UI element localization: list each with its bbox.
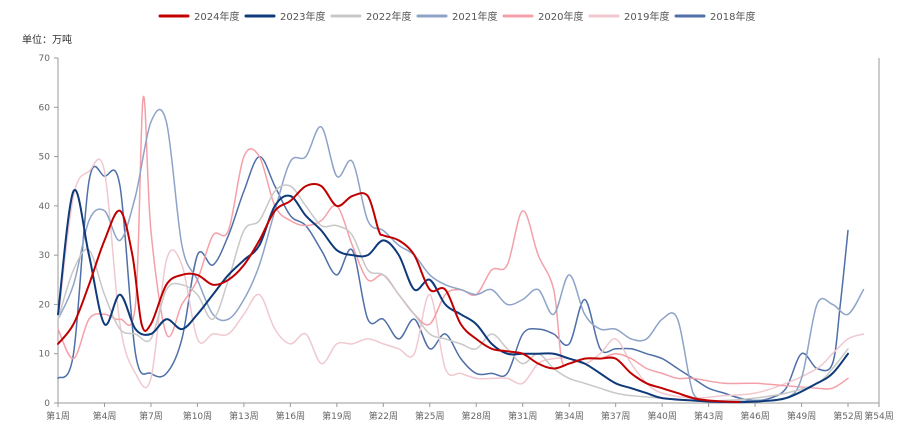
legend-label: 2022年度 (366, 10, 411, 23)
y-tick-label: 20 (39, 300, 51, 310)
x-tick-label: 第25周 (415, 410, 444, 422)
plot-area (57, 95, 865, 404)
x-tick-label: 第40周 (647, 410, 676, 422)
x-tick-label: 第43周 (694, 410, 723, 422)
legend-label: 2024年度 (194, 10, 239, 23)
x-tick-label: 第52周 (833, 410, 862, 422)
x-tick-label: 第19周 (322, 410, 351, 422)
x-tick-label: 第34周 (554, 410, 583, 422)
legend-label: 2023年度 (280, 10, 325, 23)
x-tick-label: 第54周 (864, 410, 893, 422)
legend-label: 2018年度 (710, 10, 755, 23)
y-tick-label: 40 (39, 202, 51, 212)
legend-label: 2019年度 (624, 10, 669, 23)
x-tick-label: 第22周 (369, 410, 398, 422)
x-tick-label: 第46周 (740, 410, 769, 422)
x-tick-label: 第16周 (276, 410, 305, 422)
legend-label: 2020年度 (538, 10, 583, 23)
series-line-2022年度 (57, 184, 849, 402)
x-tick-label: 第28周 (462, 410, 491, 422)
legend: 2024年度 2023年度 2022年度 2021年度 2020年度 2019年度 2018… (158, 10, 755, 23)
x-tick-label: 第10周 (183, 410, 212, 422)
y-tick-label: 0 (44, 399, 50, 409)
series-line-2023年度 (57, 188, 849, 404)
x-tick-label: 第7周 (139, 410, 163, 422)
x-tick-label: 第4周 (93, 410, 117, 422)
series-line-2018年度 (57, 155, 849, 402)
y-tick-label: 10 (39, 350, 51, 360)
y-tick-label: 60 (39, 103, 51, 113)
x-tick-label: 第37周 (601, 410, 630, 422)
unit-label: 单位：万吨 (22, 33, 72, 46)
y-tick-label: 70 (39, 54, 51, 64)
axes: 0 10 20 30 40 50 60 70 第1周 第4周 第7周 第10周 第13周 第16周 第19周… (39, 54, 894, 422)
legend-label: 2021年度 (452, 10, 497, 23)
x-tick-label: 第49周 (787, 410, 816, 422)
x-tick-label: 第13周 (229, 410, 258, 422)
y-tick-label: 50 (39, 153, 51, 163)
x-tick-label: 第1周 (46, 410, 70, 422)
x-tick-label: 第31周 (508, 410, 537, 422)
series-line-2019年度 (57, 158, 865, 399)
series-line-2024年度 (57, 183, 741, 403)
y-tick-label: 30 (39, 251, 51, 261)
